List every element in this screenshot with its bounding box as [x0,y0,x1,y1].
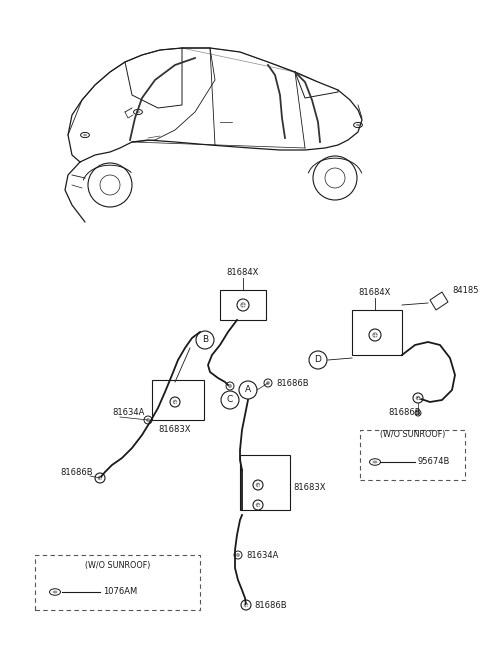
Ellipse shape [136,111,140,113]
Ellipse shape [356,124,360,126]
Text: (W/O SUNROOF): (W/O SUNROOF) [380,430,446,439]
Text: 81683X: 81683X [158,425,191,434]
Text: 81684X: 81684X [358,288,390,297]
Ellipse shape [83,134,87,136]
Text: 95674B: 95674B [418,457,450,466]
Bar [152,380,204,420]
Text: 81684X: 81684X [227,268,259,277]
Circle shape [98,476,102,480]
Text: B: B [202,336,208,344]
Circle shape [256,483,260,487]
Text: 81686B: 81686B [254,601,287,610]
Text: 81683X: 81683X [293,483,325,492]
Text: 81686B: 81686B [60,468,93,477]
Text: 1076AM: 1076AM [103,587,137,596]
Ellipse shape [52,591,58,593]
Bar [352,310,402,355]
Circle shape [146,418,150,422]
Text: 81634A: 81634A [246,551,278,560]
Ellipse shape [372,461,377,463]
Circle shape [256,503,260,507]
Bar [220,290,266,320]
Text: C: C [227,396,233,405]
Text: 84185: 84185 [452,286,479,295]
Text: 81686B: 81686B [388,408,420,417]
Bar [240,455,290,510]
Text: A: A [245,386,251,394]
Circle shape [244,602,248,607]
Circle shape [228,384,232,388]
Circle shape [372,332,378,338]
Circle shape [240,302,246,307]
Circle shape [266,381,270,385]
Text: D: D [314,355,322,365]
Text: (W/O SUNROOF): (W/O SUNROOF) [85,561,151,570]
Circle shape [173,399,177,404]
Text: 81634A: 81634A [112,408,144,417]
Circle shape [236,553,240,557]
Circle shape [417,411,420,415]
Text: 81686B: 81686B [276,379,309,388]
Circle shape [416,396,420,400]
